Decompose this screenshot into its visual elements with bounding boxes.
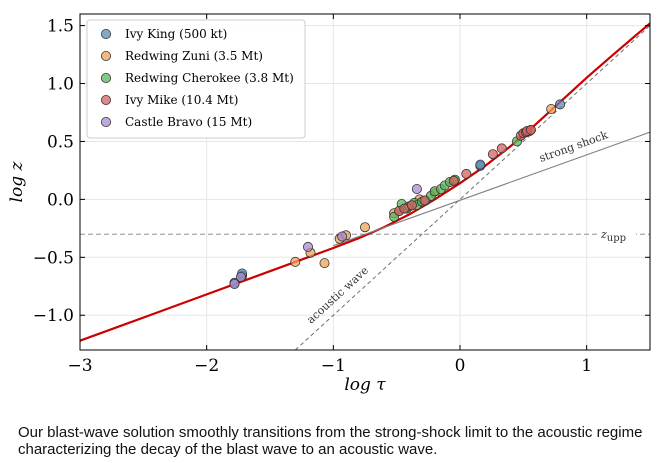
figure-caption: Our blast-wave solution smoothly transit… — [18, 424, 643, 458]
y-tick-label: −1.0 — [33, 306, 74, 326]
data-point — [337, 231, 348, 242]
x-axis-label: log τ — [344, 375, 386, 395]
x-tick-label: −2 — [194, 356, 219, 376]
acoustic-wave-line — [294, 25, 650, 350]
data-point — [461, 168, 472, 179]
x-tick-label: −1 — [321, 356, 346, 376]
y-tick-label: −0.5 — [33, 248, 74, 268]
blast-wave-solution-line — [80, 22, 650, 342]
data-point — [359, 222, 370, 233]
data-point — [406, 200, 417, 211]
legend-box — [86, 19, 306, 139]
legend-label: Castle Bravo (15 Mt) — [125, 115, 252, 129]
data-point — [302, 241, 313, 252]
y-tick-label: 1.0 — [47, 75, 74, 95]
data-point — [419, 195, 430, 206]
y-tick-label: 1.5 — [47, 17, 74, 37]
x-tick-label: 1 — [581, 356, 592, 376]
x-tick-label: −3 — [67, 356, 92, 376]
grid — [79, 14, 650, 350]
z-upp-label-bg — [598, 225, 636, 242]
legend-marker — [101, 95, 112, 106]
data-points — [229, 99, 566, 289]
legend-label: Redwing Cherokee (3.8 Mt) — [125, 71, 294, 85]
data-point — [448, 175, 459, 186]
data-point — [496, 143, 507, 154]
legend-marker — [101, 28, 112, 39]
legend-marker — [101, 51, 112, 62]
x-tick-label: 0 — [455, 356, 466, 376]
data-point — [229, 278, 240, 289]
data-point — [555, 99, 566, 110]
legend-label: Ivy King (500 kt) — [125, 27, 227, 41]
legend: Ivy King (500 kt) Redwing Zuni (3.5 Mt) Re… — [86, 19, 306, 139]
data-point — [235, 271, 246, 282]
strong-shock-line — [333, 131, 650, 247]
legend-label: Ivy Mike (10.4 Mt) — [125, 93, 238, 107]
data-point — [319, 258, 330, 269]
y-tick-label: 0.5 — [47, 132, 74, 152]
axis-ticks: −3 −2 −1 0 1 −1.0 −0.5 0.0 0.5 1.0 1.5 — [33, 14, 650, 376]
z-upp-subscript: upp — [607, 233, 626, 244]
legend-marker — [101, 73, 112, 84]
legend-label: Redwing Zuni (3.5 Mt) — [125, 49, 263, 63]
data-point — [475, 159, 486, 170]
y-axis-label: log z — [7, 161, 27, 203]
legend-marker — [101, 117, 112, 128]
model-lines — [80, 22, 650, 350]
data-point — [290, 256, 301, 267]
data-point — [487, 149, 498, 160]
plot-frame — [79, 13, 651, 351]
data-point — [411, 183, 422, 194]
y-tick-label: 0.0 — [47, 190, 74, 210]
data-point — [546, 104, 557, 115]
data-point — [525, 124, 536, 135]
